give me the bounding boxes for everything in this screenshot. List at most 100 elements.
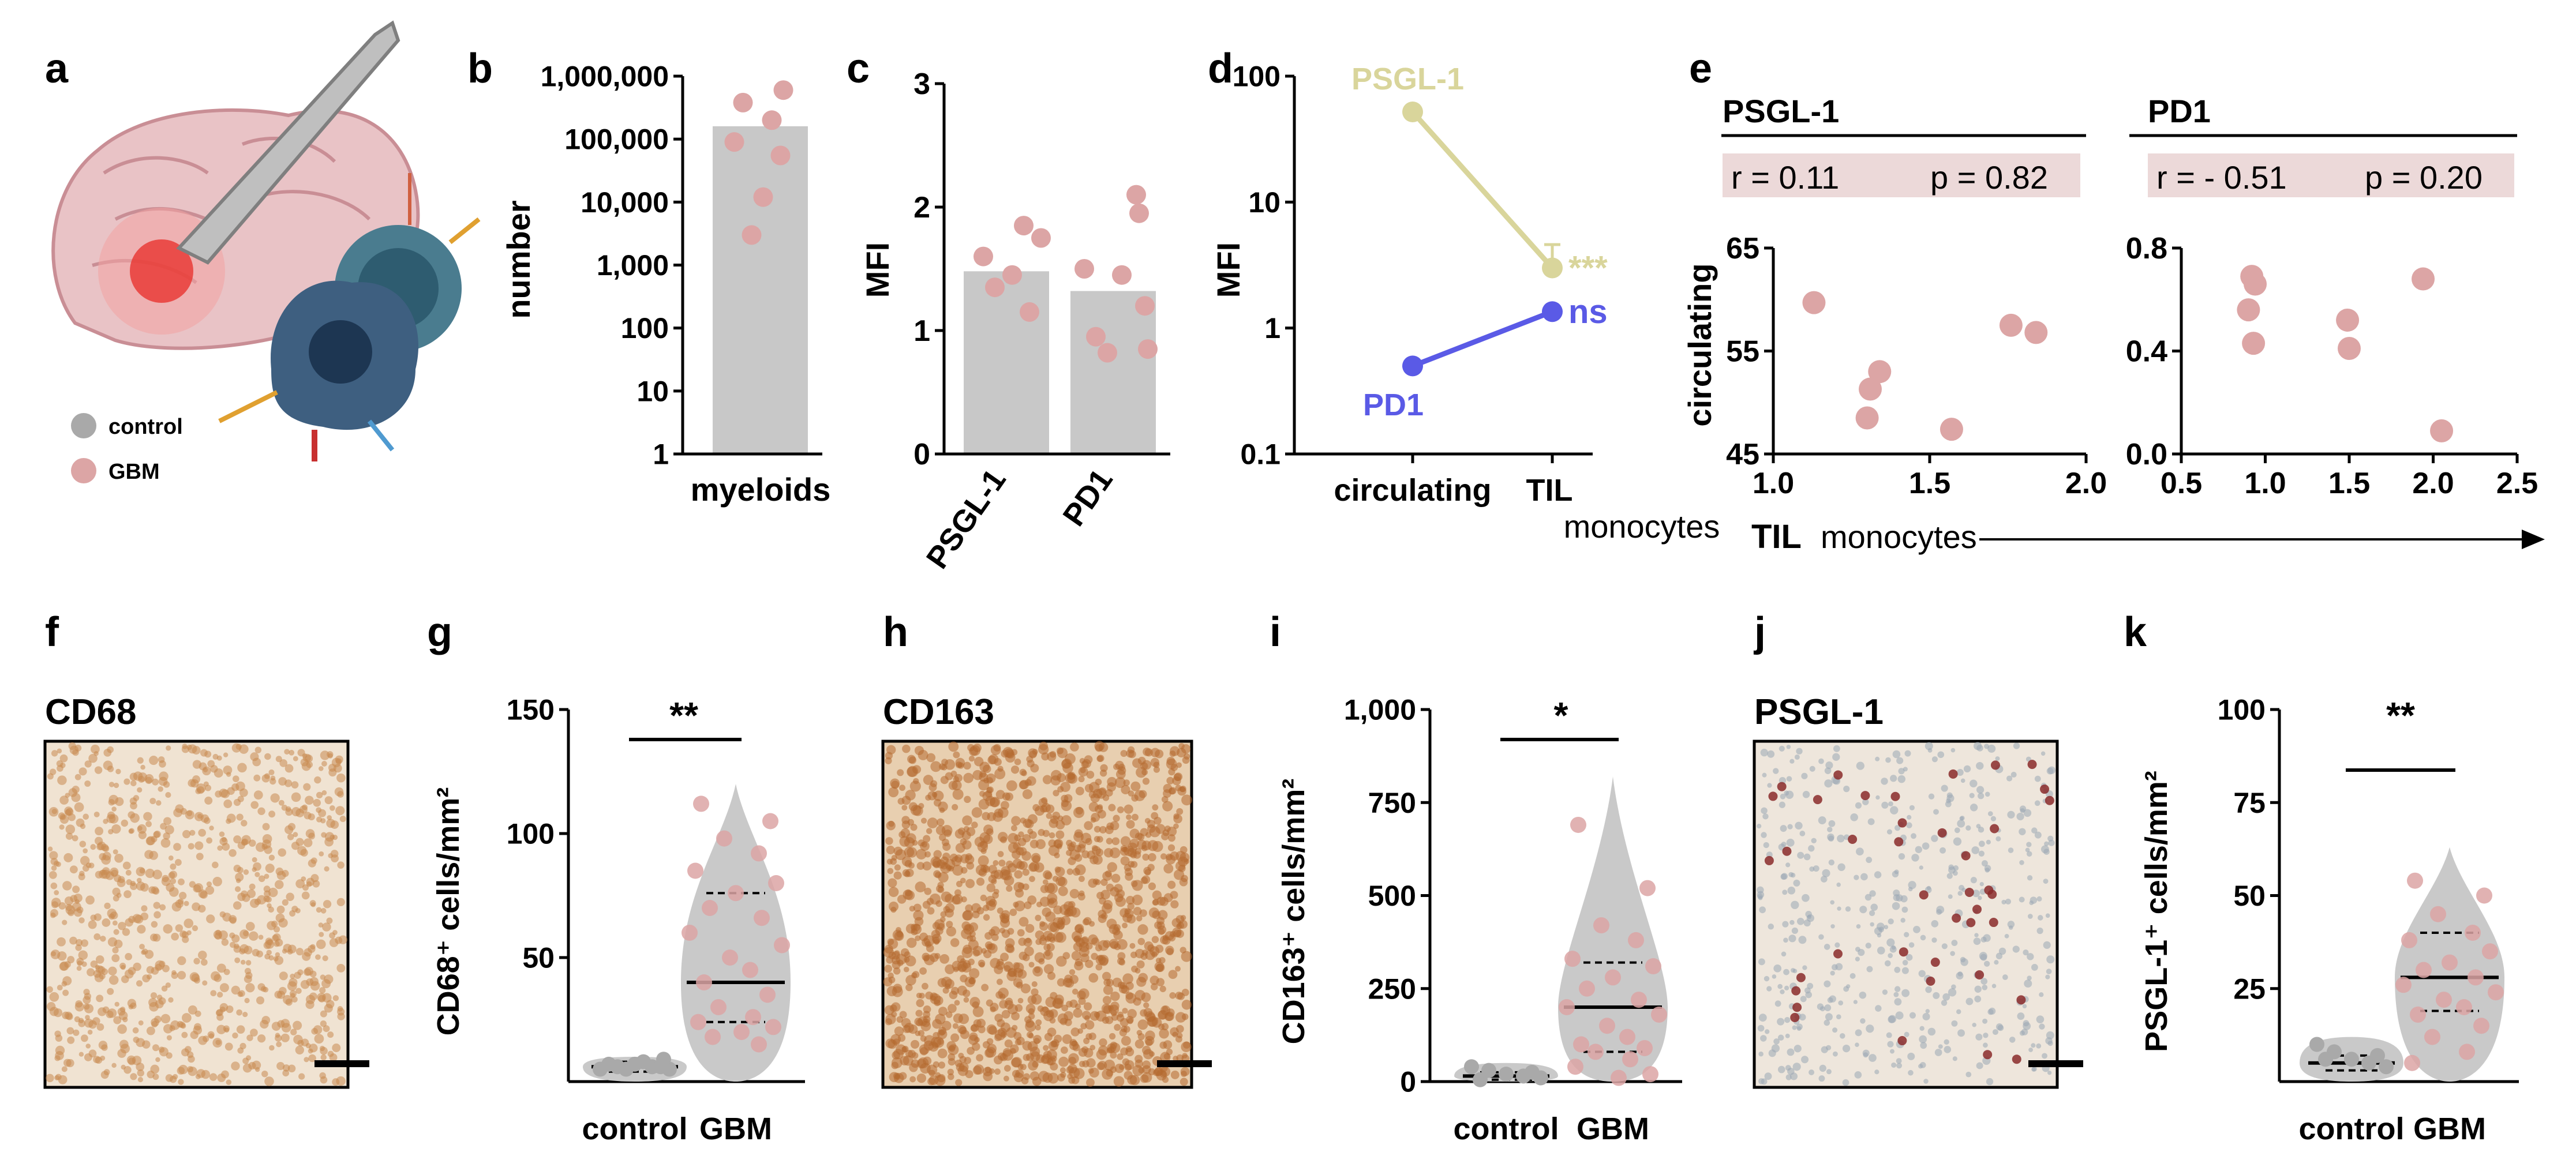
ihc-cell [335, 936, 343, 944]
ihc-cell [981, 948, 987, 954]
ihc-cell [1970, 877, 1977, 884]
ihc-cell-positive [1919, 890, 1929, 900]
ihc-cell [965, 1070, 974, 1079]
ihc-cell [2004, 933, 2009, 939]
ihc-cell [83, 1003, 90, 1010]
ihc-cell [1974, 995, 1982, 1003]
chart-d-line-0 [1410, 110, 1555, 270]
ihc-cell [254, 898, 261, 905]
legend-gbm-label: GBM [108, 460, 160, 484]
ihc-cell [896, 1016, 904, 1023]
ihc-cell [47, 846, 53, 851]
ihc-cell [326, 819, 335, 828]
ihc-cell [1884, 960, 1891, 967]
ihc-cell [60, 762, 66, 768]
chart-i-ytick-label: 1,000 [1344, 694, 1416, 726]
ihc-cell [1111, 837, 1120, 846]
chart-e1-point [1999, 313, 2023, 337]
ihc-cell [2036, 1015, 2045, 1023]
ihc-cell [888, 787, 899, 798]
ihc-cell [1014, 834, 1021, 842]
scalpel-icon [176, 20, 400, 265]
ihc-cell [1758, 1051, 1763, 1057]
ihc-cell [1088, 879, 1098, 888]
chart-i-ytick-label: 500 [1368, 880, 1416, 912]
chart-c-point [1112, 265, 1132, 285]
ihc-cell [1152, 804, 1159, 811]
ihc-cell [1976, 786, 1985, 794]
ihc-cell [972, 949, 980, 957]
ihc-cell [1137, 839, 1147, 850]
ihc-cell [1909, 1012, 1916, 1019]
chart-b: number myeloids 1101001,00010,000100,000… [500, 61, 830, 508]
ihc-cell [107, 937, 118, 947]
ihc-cell [1021, 851, 1032, 861]
chart-k-point-gbm [2410, 1006, 2426, 1023]
ihc-cell [55, 1045, 65, 1056]
ihc-cell [887, 938, 894, 945]
ihc-cell-positive [1930, 958, 1940, 967]
ihc-cell-positive [1790, 1012, 1800, 1022]
ihc-cell [981, 984, 989, 992]
ihc-cell [1971, 846, 1980, 854]
ihc-cell [1859, 906, 1867, 914]
ihc-cell [303, 783, 311, 791]
ihc-cell [1911, 833, 1916, 839]
ihc-cell [111, 806, 117, 812]
ihc-cell [291, 807, 301, 817]
ihc-cell [219, 983, 229, 993]
chart-d-xtick-circulating: circulating [1334, 473, 1491, 508]
ihc-cell [1109, 924, 1119, 934]
ihc-cell [1110, 1066, 1117, 1074]
ihc-cell [1898, 768, 1905, 775]
ihc-cell [1976, 1062, 1983, 1069]
ihc-cell [152, 1044, 159, 1052]
ihc-cell [952, 865, 964, 876]
ihc-cell [1126, 914, 1136, 924]
ihc-cell [142, 974, 151, 983]
ihc-cell [901, 795, 911, 805]
ihc-cell [956, 1063, 965, 1072]
ihc-cell [93, 913, 102, 921]
ihc-cell [1782, 921, 1789, 928]
ihc-cell [1126, 896, 1135, 905]
ihc-cell [88, 920, 97, 929]
chart-e-arrow-head [2522, 530, 2545, 549]
ihc-cell [101, 855, 111, 865]
ihc-cell [978, 868, 987, 877]
ihc-cell [122, 861, 131, 870]
ihc-cell [1901, 906, 1908, 913]
ihc-cell [210, 990, 217, 997]
ihc-cell [902, 744, 911, 753]
ihc-cell [2039, 992, 2044, 997]
panel-letter-h: h [883, 609, 908, 655]
chart-g-xtick-gbm: GBM [699, 1112, 772, 1146]
ihc-cell [290, 1029, 297, 1035]
ihc-cell [960, 838, 967, 845]
ihc-cell [1079, 941, 1089, 952]
chart-e2-point [2412, 267, 2435, 291]
ihc-cell [256, 996, 265, 1005]
ihc-cell [1789, 919, 1795, 925]
ihc-cell [1049, 832, 1055, 839]
ihc-cell [1792, 1025, 1797, 1030]
ihc-cell [886, 845, 895, 854]
ihc-cell [1139, 909, 1147, 917]
ihc-cell [273, 956, 279, 962]
ihc-cell [1832, 1027, 1838, 1033]
ihc-cell [111, 824, 121, 834]
ihc-cell [1898, 853, 1905, 860]
ihc-cell [275, 1033, 280, 1038]
chart-d-xsublabel: monocytes [1564, 508, 1720, 545]
chart-k-point-gbm [2416, 962, 2432, 978]
ihc-cell [2027, 875, 2033, 881]
ihc-cell [226, 813, 236, 823]
ihc-cell [193, 958, 200, 964]
ihc-cell [1796, 1026, 1802, 1031]
ihc-cell [108, 913, 115, 920]
chart-i-point-gbm [1611, 1069, 1627, 1086]
chart-i-xtick-gbm: GBM [1577, 1112, 1649, 1146]
ihc-cell [46, 1074, 54, 1083]
ihc-cell [1181, 951, 1192, 962]
chart-g-point-gbm [722, 949, 738, 966]
